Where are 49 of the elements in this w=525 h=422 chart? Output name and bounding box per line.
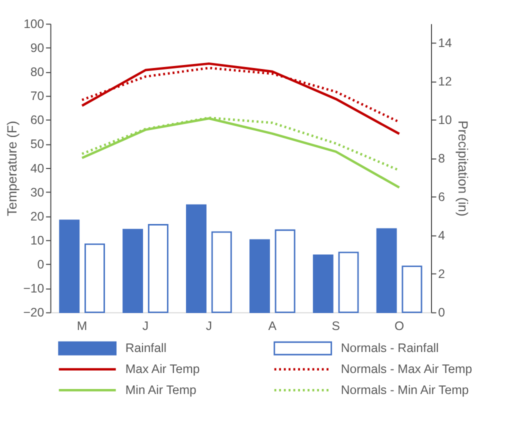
bar <box>211 231 232 314</box>
y-tick-label: 10 <box>30 233 44 248</box>
legend-label: Normals - Max Air Temp <box>340 362 472 376</box>
bar <box>312 254 334 314</box>
bar <box>402 266 422 314</box>
y-axis-title: Temperature (F) <box>4 120 20 216</box>
legend-label: Min Air Temp <box>125 382 196 397</box>
y-tick-label: 80 <box>30 65 44 80</box>
bar <box>249 239 270 314</box>
legend-label: Normals - Min Air Temp <box>340 382 469 397</box>
x-tick-label: A <box>268 318 278 333</box>
y-tick-label: 40 <box>30 161 44 176</box>
y-tick-label: 90 <box>30 41 44 56</box>
y-tick-label: 30 <box>30 185 44 200</box>
y2-tick-label: 0 <box>438 306 446 320</box>
y2-axis-title: Precipitation (in) <box>456 120 471 216</box>
x-tick-label: S <box>332 318 340 333</box>
y-tick-label: 70 <box>30 89 44 104</box>
bar <box>59 220 80 314</box>
y-tick-label: −10 <box>23 282 44 296</box>
bar <box>186 204 206 314</box>
legend-label: Max Air Temp <box>125 362 200 376</box>
line-series <box>80 117 400 189</box>
bar <box>122 228 144 314</box>
bar <box>148 224 168 314</box>
legend-label: Rainfall <box>125 341 166 356</box>
x-tick-label: J <box>206 318 212 333</box>
x-tick-label: M <box>76 318 88 333</box>
y-tick-label: 100 <box>24 16 44 31</box>
y2-tick-label: 6 <box>438 190 446 204</box>
line-series <box>80 62 400 136</box>
y-tick-label: 50 <box>30 137 44 152</box>
x-tick-label: O <box>394 318 404 333</box>
y2-tick-label: 10 <box>438 113 452 128</box>
y-tick-label: −20 <box>23 306 44 320</box>
y2-tick-label: 8 <box>438 152 446 166</box>
bar <box>84 243 105 314</box>
bar <box>376 228 397 314</box>
x-tick-label: J <box>142 318 149 333</box>
y2-tick-label: 14 <box>438 36 452 50</box>
legend-label: Normals - Rainfall <box>340 341 439 356</box>
y2-tick-label: 12 <box>438 74 452 89</box>
y-tick-label: 60 <box>30 113 44 128</box>
y-tick-label: 0 <box>37 257 44 272</box>
y-tick-label: 20 <box>30 209 44 224</box>
y2-tick-label: 4 <box>438 228 446 243</box>
bar <box>274 229 296 314</box>
y2-tick-label: 2 <box>438 267 446 282</box>
bar <box>338 252 359 314</box>
